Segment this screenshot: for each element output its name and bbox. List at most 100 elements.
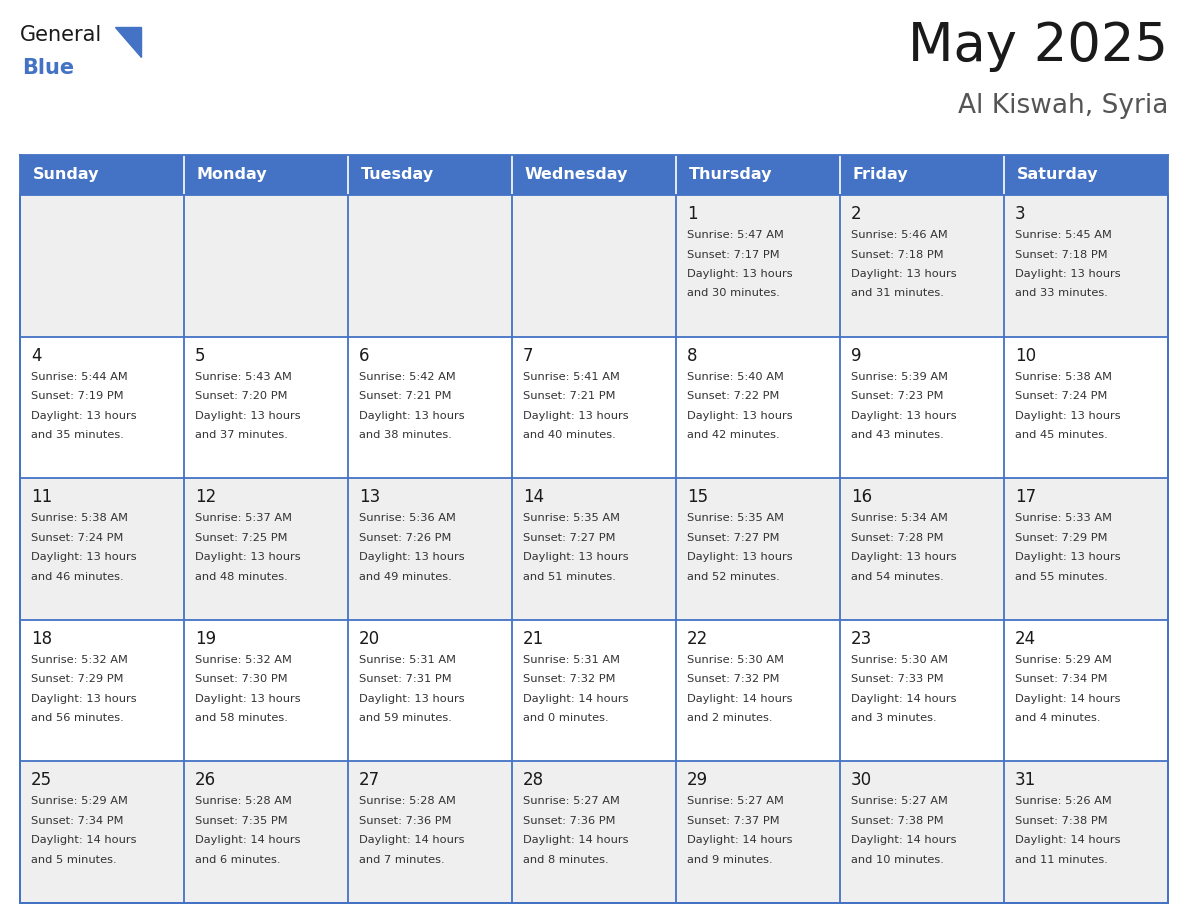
- Text: and 54 minutes.: and 54 minutes.: [851, 572, 943, 582]
- Text: Sunrise: 5:43 AM: Sunrise: 5:43 AM: [195, 372, 292, 382]
- Text: Sunrise: 5:47 AM: Sunrise: 5:47 AM: [687, 230, 784, 240]
- Text: Sunset: 7:31 PM: Sunset: 7:31 PM: [359, 675, 451, 684]
- Text: and 5 minutes.: and 5 minutes.: [31, 855, 116, 865]
- Text: 22: 22: [687, 630, 708, 648]
- Text: Daylight: 14 hours: Daylight: 14 hours: [523, 835, 628, 845]
- Text: Daylight: 13 hours: Daylight: 13 hours: [359, 410, 465, 420]
- Bar: [20, 478, 184, 620]
- Text: Sunrise: 5:32 AM: Sunrise: 5:32 AM: [195, 655, 292, 665]
- Text: Sunset: 7:34 PM: Sunset: 7:34 PM: [31, 816, 124, 826]
- Text: Daylight: 13 hours: Daylight: 13 hours: [687, 269, 792, 279]
- Text: and 49 minutes.: and 49 minutes.: [359, 572, 451, 582]
- Text: and 38 minutes.: and 38 minutes.: [359, 431, 451, 440]
- Text: Daylight: 13 hours: Daylight: 13 hours: [523, 410, 628, 420]
- Text: Sunrise: 5:29 AM: Sunrise: 5:29 AM: [1015, 655, 1112, 665]
- Text: Sunrise: 5:30 AM: Sunrise: 5:30 AM: [687, 655, 784, 665]
- Text: 10: 10: [1015, 347, 1036, 364]
- Text: and 52 minutes.: and 52 minutes.: [687, 572, 779, 582]
- Text: and 8 minutes.: and 8 minutes.: [523, 855, 608, 865]
- Text: Blue: Blue: [23, 58, 74, 78]
- Text: Sunset: 7:18 PM: Sunset: 7:18 PM: [1015, 250, 1107, 260]
- Text: 7: 7: [523, 347, 533, 364]
- Bar: [676, 478, 840, 620]
- Text: Sunrise: 5:30 AM: Sunrise: 5:30 AM: [851, 655, 948, 665]
- Text: and 40 minutes.: and 40 minutes.: [523, 431, 615, 440]
- Text: Daylight: 13 hours: Daylight: 13 hours: [851, 269, 956, 279]
- Text: and 46 minutes.: and 46 minutes.: [31, 572, 124, 582]
- Text: 19: 19: [195, 630, 216, 648]
- Text: Sunrise: 5:35 AM: Sunrise: 5:35 AM: [687, 513, 784, 523]
- Text: Sunset: 7:37 PM: Sunset: 7:37 PM: [687, 816, 779, 826]
- Bar: [512, 337, 676, 478]
- Text: Sunrise: 5:40 AM: Sunrise: 5:40 AM: [687, 372, 784, 382]
- Bar: [184, 478, 348, 620]
- Bar: [840, 620, 1004, 761]
- Bar: [512, 620, 676, 761]
- Text: 21: 21: [523, 630, 544, 648]
- Text: 29: 29: [687, 771, 708, 789]
- Bar: [676, 620, 840, 761]
- Text: Sunset: 7:21 PM: Sunset: 7:21 PM: [523, 391, 615, 401]
- Text: Daylight: 14 hours: Daylight: 14 hours: [851, 694, 956, 704]
- Bar: [840, 337, 1004, 478]
- Bar: [512, 478, 676, 620]
- Text: Daylight: 13 hours: Daylight: 13 hours: [31, 410, 137, 420]
- Text: Daylight: 13 hours: Daylight: 13 hours: [1015, 269, 1120, 279]
- Text: Sunrise: 5:39 AM: Sunrise: 5:39 AM: [851, 372, 948, 382]
- Text: and 58 minutes.: and 58 minutes.: [195, 713, 287, 723]
- Text: Sunrise: 5:42 AM: Sunrise: 5:42 AM: [359, 372, 456, 382]
- Text: 18: 18: [31, 630, 52, 648]
- Bar: [840, 195, 1004, 337]
- Text: and 55 minutes.: and 55 minutes.: [1015, 572, 1108, 582]
- Text: Sunrise: 5:28 AM: Sunrise: 5:28 AM: [195, 797, 292, 806]
- Text: Daylight: 13 hours: Daylight: 13 hours: [851, 410, 956, 420]
- Text: Daylight: 13 hours: Daylight: 13 hours: [195, 694, 301, 704]
- Text: 30: 30: [851, 771, 872, 789]
- Text: 24: 24: [1015, 630, 1036, 648]
- Text: Sunrise: 5:33 AM: Sunrise: 5:33 AM: [1015, 513, 1112, 523]
- Text: 28: 28: [523, 771, 544, 789]
- Text: and 45 minutes.: and 45 minutes.: [1015, 431, 1107, 440]
- Bar: [1004, 761, 1168, 903]
- Bar: [184, 337, 348, 478]
- Text: Daylight: 13 hours: Daylight: 13 hours: [1015, 553, 1120, 562]
- Text: Daylight: 14 hours: Daylight: 14 hours: [687, 694, 792, 704]
- Text: Sunrise: 5:41 AM: Sunrise: 5:41 AM: [523, 372, 620, 382]
- Text: Sunset: 7:20 PM: Sunset: 7:20 PM: [195, 391, 287, 401]
- Text: Daylight: 13 hours: Daylight: 13 hours: [31, 553, 137, 562]
- Text: Sunset: 7:32 PM: Sunset: 7:32 PM: [523, 675, 615, 684]
- Text: Daylight: 13 hours: Daylight: 13 hours: [195, 410, 301, 420]
- Text: Sunset: 7:34 PM: Sunset: 7:34 PM: [1015, 675, 1107, 684]
- Text: and 2 minutes.: and 2 minutes.: [687, 713, 772, 723]
- Bar: [348, 761, 512, 903]
- Bar: [184, 620, 348, 761]
- Text: Sunrise: 5:32 AM: Sunrise: 5:32 AM: [31, 655, 128, 665]
- Bar: [676, 761, 840, 903]
- Bar: [1004, 337, 1168, 478]
- Bar: [840, 478, 1004, 620]
- Text: Daylight: 13 hours: Daylight: 13 hours: [851, 553, 956, 562]
- Text: 14: 14: [523, 488, 544, 506]
- Bar: [184, 761, 348, 903]
- Text: Sunrise: 5:35 AM: Sunrise: 5:35 AM: [523, 513, 620, 523]
- Text: Sunset: 7:18 PM: Sunset: 7:18 PM: [851, 250, 943, 260]
- Text: and 56 minutes.: and 56 minutes.: [31, 713, 124, 723]
- Text: Sunset: 7:38 PM: Sunset: 7:38 PM: [1015, 816, 1107, 826]
- Text: Daylight: 14 hours: Daylight: 14 hours: [523, 694, 628, 704]
- Text: Sunrise: 5:34 AM: Sunrise: 5:34 AM: [851, 513, 948, 523]
- Text: 9: 9: [851, 347, 861, 364]
- Text: 20: 20: [359, 630, 380, 648]
- Bar: [348, 620, 512, 761]
- Bar: [348, 155, 512, 195]
- Text: Daylight: 14 hours: Daylight: 14 hours: [1015, 835, 1120, 845]
- Text: Sunrise: 5:38 AM: Sunrise: 5:38 AM: [31, 513, 128, 523]
- Bar: [184, 155, 348, 195]
- Bar: [512, 761, 676, 903]
- Text: Sunset: 7:29 PM: Sunset: 7:29 PM: [1015, 532, 1107, 543]
- Bar: [676, 195, 840, 337]
- Text: Tuesday: Tuesday: [361, 167, 434, 183]
- Text: Sunrise: 5:27 AM: Sunrise: 5:27 AM: [687, 797, 784, 806]
- Text: Daylight: 13 hours: Daylight: 13 hours: [523, 553, 628, 562]
- Text: and 0 minutes.: and 0 minutes.: [523, 713, 608, 723]
- Text: Sunset: 7:32 PM: Sunset: 7:32 PM: [687, 675, 779, 684]
